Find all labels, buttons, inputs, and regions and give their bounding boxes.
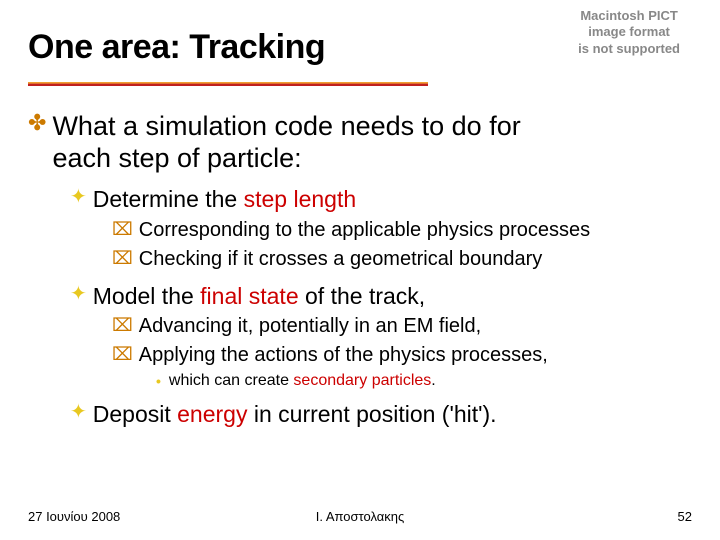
pict-line: is not supported [578, 41, 680, 57]
x-bullet-icon: ⌧ [112, 247, 133, 270]
lvl2-text: Model the final state of the track, [93, 282, 425, 311]
pict-line: image format [578, 24, 680, 40]
bullet-level1: ✤ What a simulation code needs to do for… [28, 110, 692, 175]
lvl3-text: Corresponding to the applicable physics … [139, 218, 590, 243]
lvl3-text: Checking if it crosses a geometrical bou… [139, 247, 543, 272]
slide-title: One area: Tracking [28, 28, 325, 67]
lvl2-text: Deposit energy in current position ('hit… [93, 400, 497, 429]
lvl3-text: Advancing it, potentially in an EM field… [139, 314, 481, 339]
bullet-level2: ✦ Model the final state of the track, [70, 282, 692, 311]
lvl4-text: which can create secondary particles. [169, 372, 436, 390]
x-bullet-icon: ⌧ [112, 343, 133, 366]
x-bullet-icon: ⌧ [112, 314, 133, 337]
bullet-level3: ⌧ Applying the actions of the physics pr… [112, 343, 692, 368]
title-underline [28, 82, 428, 85]
lvl3-text: Applying the actions of the physics proc… [139, 343, 548, 368]
bullet-level4: • which can create secondary particles. [156, 372, 692, 390]
dot-bullet-icon: • [156, 372, 161, 390]
slide-body: ✤ What a simulation code needs to do for… [28, 110, 692, 433]
y-bullet-icon: ✦ [70, 282, 87, 306]
z-bullet-icon: ✤ [28, 110, 46, 136]
bullet-level3: ⌧ Advancing it, potentially in an EM fie… [112, 314, 692, 339]
bullet-level2: ✦ Determine the step length [70, 185, 692, 214]
y-bullet-icon: ✦ [70, 400, 87, 424]
bullet-level2: ✦ Deposit energy in current position ('h… [70, 400, 692, 429]
lvl2-text: Determine the step length [93, 185, 356, 214]
footer-page: 52 [678, 509, 692, 524]
pict-placeholder: Macintosh PICT image format is not suppo… [578, 8, 680, 57]
footer-date: 27 Ιουνίου 2008 [28, 509, 120, 524]
x-bullet-icon: ⌧ [112, 218, 133, 241]
lvl1-text: What a simulation code needs to do for e… [52, 110, 520, 175]
pict-line: Macintosh PICT [578, 8, 680, 24]
bullet-level3: ⌧ Corresponding to the applicable physic… [112, 218, 692, 243]
footer-author: Ι. Αποστολακης [316, 509, 405, 524]
slide-footer: 27 Ιουνίου 2008 Ι. Αποστολακης 52 [28, 509, 692, 524]
y-bullet-icon: ✦ [70, 185, 87, 209]
bullet-level3: ⌧ Checking if it crosses a geometrical b… [112, 247, 692, 272]
